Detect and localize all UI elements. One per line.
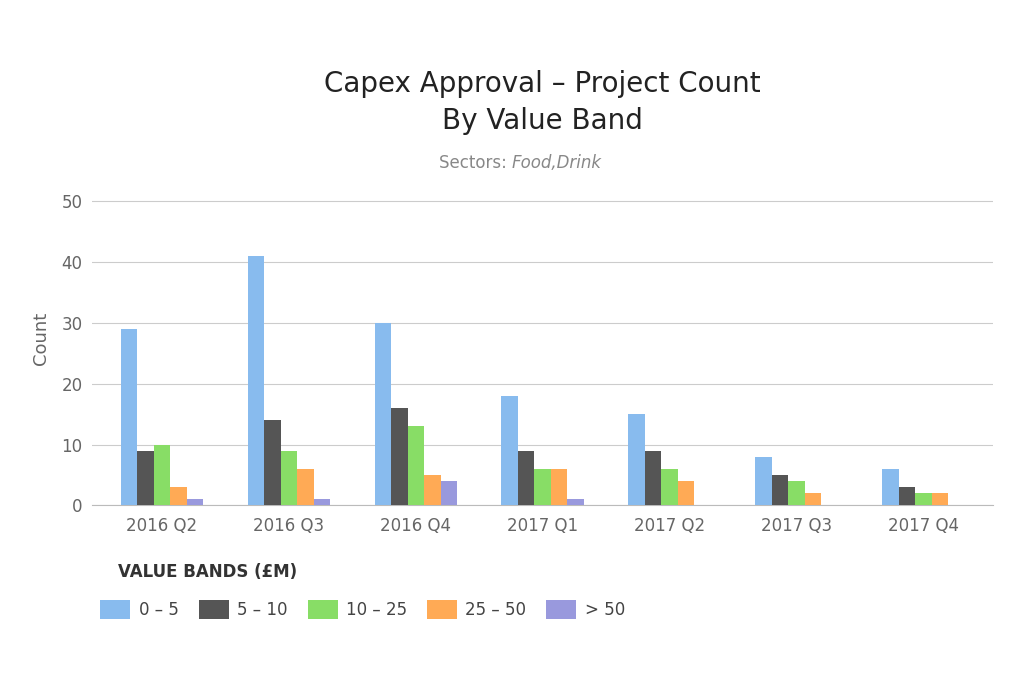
Bar xyxy=(645,451,662,505)
Bar xyxy=(518,451,535,505)
Bar xyxy=(170,487,186,505)
Bar xyxy=(186,499,203,505)
Bar xyxy=(788,481,805,505)
Bar xyxy=(424,475,440,505)
Bar xyxy=(915,493,932,505)
Bar xyxy=(883,469,899,505)
Bar xyxy=(772,475,788,505)
Bar xyxy=(264,420,281,505)
Bar xyxy=(629,414,645,505)
Bar xyxy=(899,487,915,505)
Bar xyxy=(121,329,137,505)
Bar xyxy=(297,469,313,505)
Bar xyxy=(662,469,678,505)
Bar xyxy=(805,493,821,505)
Bar xyxy=(502,396,518,505)
Bar xyxy=(408,426,424,505)
Bar xyxy=(137,451,154,505)
Bar xyxy=(375,323,391,505)
Bar xyxy=(567,499,584,505)
Legend: 0 – 5, 5 – 10, 10 – 25, 25 – 50, > 50: 0 – 5, 5 – 10, 10 – 25, 25 – 50, > 50 xyxy=(100,600,625,619)
Bar xyxy=(154,445,170,505)
Text: VALUE BANDS (£M): VALUE BANDS (£M) xyxy=(118,563,297,581)
Bar xyxy=(756,457,772,505)
Y-axis label: Count: Count xyxy=(32,311,50,365)
Bar xyxy=(281,451,297,505)
Bar xyxy=(535,469,551,505)
Bar xyxy=(551,469,567,505)
Bar xyxy=(391,408,408,505)
Bar xyxy=(313,499,330,505)
Title: Capex Approval – Project Count
By Value Band: Capex Approval – Project Count By Value … xyxy=(325,70,761,135)
Bar xyxy=(678,481,694,505)
Bar xyxy=(248,256,264,505)
Bar xyxy=(932,493,948,505)
Text: Food,Drink: Food,Drink xyxy=(512,154,602,171)
Text: Sectors:: Sectors: xyxy=(439,154,512,171)
Bar xyxy=(440,481,457,505)
